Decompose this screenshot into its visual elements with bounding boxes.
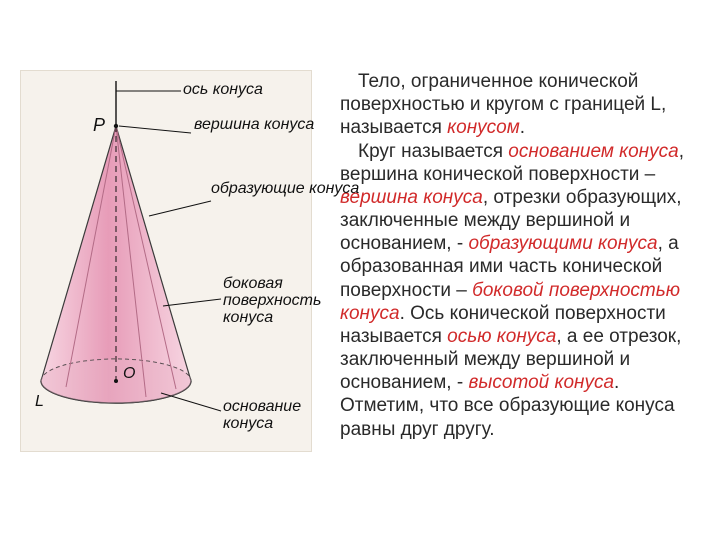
label-axis: ось конуса bbox=[183, 81, 263, 99]
t-p2l: высотой конуса bbox=[468, 372, 614, 393]
cone-diagram: P O L ось конуса вершина конуса образующ… bbox=[20, 70, 312, 452]
body-text: Тело, ограниченное конической поверхност… bbox=[330, 70, 700, 520]
t-p1b: конусом bbox=[447, 117, 520, 138]
label-apex: вершина конуса bbox=[194, 116, 314, 133]
label-L: L bbox=[35, 393, 44, 411]
t-p2a: Круг называется bbox=[358, 141, 508, 162]
t-p2b: основанием конуса bbox=[508, 141, 678, 162]
t-p2d: вершина конуса bbox=[340, 187, 483, 208]
label-lateral: боковая поверхность конуса bbox=[223, 276, 321, 326]
label-generators: образующие конуса bbox=[211, 181, 359, 198]
label-base: основание конуса bbox=[223, 399, 301, 433]
label-P: P bbox=[93, 115, 105, 136]
t-p2j: осью конуса bbox=[447, 326, 556, 347]
label-O: O bbox=[123, 365, 135, 383]
t-p1c: . bbox=[520, 117, 525, 138]
t-p2f: образующими конуса bbox=[468, 233, 657, 254]
